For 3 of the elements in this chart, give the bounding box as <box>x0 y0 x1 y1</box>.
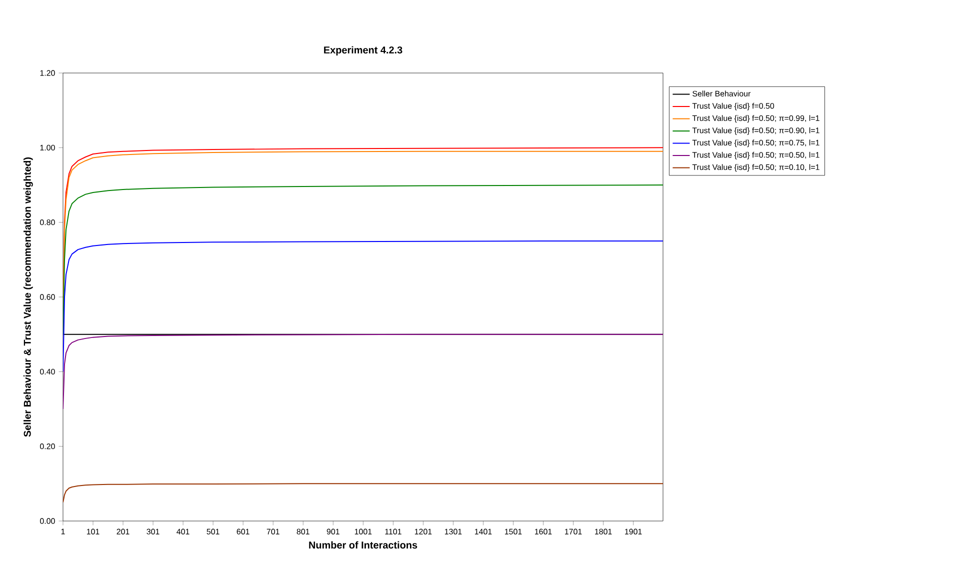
y-axis-title: Seller Behaviour & Trust Value (recommendation weighted) <box>24 157 33 437</box>
x-axis-title: Number of Interactions <box>309 541 418 549</box>
chart-title: Experiment 4.2.3 <box>324 46 402 56</box>
